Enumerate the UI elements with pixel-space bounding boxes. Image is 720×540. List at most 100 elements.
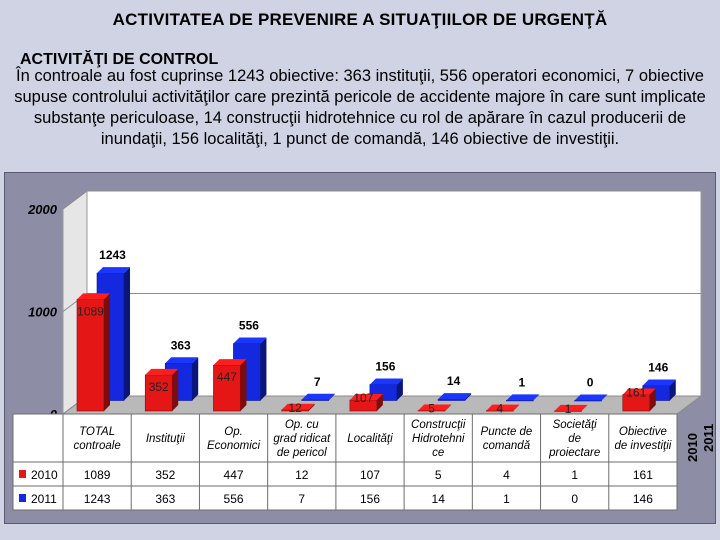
- data-label-2011: 146: [648, 361, 668, 375]
- table-cell-2010: 107: [360, 468, 380, 482]
- data-label-2010: 447: [217, 370, 237, 384]
- bar-2011: [506, 400, 534, 402]
- table-cell-2011: 1243: [84, 492, 111, 506]
- bar-2010-top: [145, 368, 179, 375]
- category-label: Puncte de: [481, 426, 533, 438]
- category-label: comandă: [483, 440, 530, 452]
- bar-2010-top: [486, 404, 520, 411]
- table-cell-2011: 156: [360, 492, 380, 506]
- category-label: de pericol: [277, 447, 327, 459]
- bar-2011-top: [438, 393, 472, 400]
- data-label-2010: 161: [626, 385, 646, 399]
- bar-2011-top: [165, 357, 199, 364]
- bar-2011-side: [396, 378, 403, 401]
- category-label: Economici: [207, 440, 260, 452]
- category-label: ce: [432, 447, 444, 459]
- bar-chart: 0100020001243108936335255644771215610714…: [12, 190, 716, 511]
- y-tick-label: 1000: [28, 305, 58, 320]
- bar-2011-top: [642, 379, 676, 386]
- table-cell-2011: 1: [503, 492, 510, 506]
- bar-2010-top: [77, 293, 110, 300]
- table-cell-2010: 4: [503, 468, 510, 482]
- category-label: Societăţi: [553, 419, 598, 431]
- bar-2010-side: [104, 293, 110, 411]
- table-cell-2010: 352: [155, 468, 175, 482]
- data-label-2011: 7: [314, 375, 321, 389]
- table-cell-2010: 12: [295, 468, 309, 482]
- table-cell-2010: 447: [224, 468, 244, 482]
- table-cell-2011: 14: [432, 492, 446, 506]
- category-label: Op. cu: [285, 419, 319, 431]
- page-title: ACTIVITATEA DE PREVENIRE A SITUAŢIILOR D…: [112, 10, 608, 29]
- data-label-2011: 156: [375, 360, 395, 374]
- bar-2010-side: [445, 404, 452, 411]
- bar-2010-top: [554, 404, 588, 411]
- category-label: de investiţii: [614, 440, 671, 452]
- data-label-2011: 0: [587, 376, 594, 390]
- table-cell-2011: 7: [298, 492, 305, 506]
- data-label-2011: 363: [171, 338, 191, 352]
- data-label-2010: 12: [288, 401, 302, 415]
- table-cell-2011: 363: [155, 492, 175, 506]
- bar-2011-side: [260, 337, 267, 401]
- category-label: grad ridicat: [273, 433, 331, 445]
- bar-2010-side: [240, 359, 247, 411]
- table-cell-2011: 556: [224, 492, 244, 506]
- table-cell-2010: 1089: [84, 468, 111, 482]
- bar-2010-top: [281, 403, 315, 410]
- gridline: [62, 190, 701, 210]
- table-cell-2010: 5: [435, 468, 442, 482]
- bar-2011: [437, 398, 466, 401]
- bar-2010-side: [513, 404, 520, 411]
- category-label: TOTAL: [79, 426, 115, 438]
- data-label-2010: 352: [149, 380, 169, 394]
- category-label: Obiective: [619, 426, 667, 438]
- depth-label-2011: 2011: [701, 424, 715, 452]
- table-cell-2011: 146: [633, 492, 653, 506]
- y-tick-label: 2000: [27, 202, 58, 217]
- bar-2011-side: [669, 379, 676, 401]
- bar-2011-top: [97, 267, 130, 274]
- table-cell-2010: 161: [633, 468, 653, 482]
- data-label-2010: 1089: [77, 304, 104, 318]
- bar-2010-top: [622, 388, 656, 395]
- category-label: Instituţii: [146, 433, 185, 445]
- bar-2011: [301, 399, 329, 401]
- bar-2010: [554, 410, 582, 412]
- bar-2010-top: [349, 394, 383, 401]
- category-label: controale: [73, 440, 120, 452]
- chart-frame: 0100020001243108936335255644771215610714…: [4, 172, 716, 524]
- legend-key-2011: [19, 494, 26, 502]
- bar-2010-top: [213, 359, 247, 366]
- bar-2010-side: [649, 388, 656, 411]
- bar-2011-top: [369, 378, 403, 385]
- data-label-2011: 1243: [99, 248, 126, 262]
- bar-2011: [574, 400, 602, 402]
- category-label: Localităţi: [347, 433, 393, 445]
- summary-paragraph: În controale au fost cuprinse 1243 obiec…: [14, 67, 706, 148]
- bar-2010-side: [308, 403, 315, 411]
- table-cell-2011: 0: [571, 492, 578, 506]
- bar-2010: [144, 374, 173, 412]
- category-label: proiectare: [548, 447, 600, 459]
- bar-2010-side: [172, 368, 179, 411]
- bar-2011-side: [124, 267, 130, 401]
- data-label-2010: 4: [496, 402, 503, 416]
- depth-label-2010: 2010: [685, 433, 700, 462]
- bar-2011-side: [533, 394, 540, 401]
- data-label-2011: 14: [447, 374, 461, 388]
- data-label-2010: 1: [565, 402, 572, 416]
- bar-2011-side: [465, 393, 472, 401]
- bar-2011-side: [328, 393, 335, 401]
- bar-2010-side: [581, 404, 588, 411]
- bar-2011-side: [192, 357, 199, 401]
- table-cell-2010: 1: [571, 468, 578, 482]
- bar-2011-top: [233, 337, 267, 344]
- data-label-2011: 556: [239, 319, 259, 333]
- legend-label-2011: 2011: [31, 492, 57, 506]
- bar-2011-top: [301, 393, 335, 400]
- category-label: Construcţii: [411, 419, 466, 431]
- category-label: Hidrotehni: [412, 433, 465, 445]
- legend-key-2010: [19, 470, 26, 478]
- data-label-2011: 1: [518, 375, 525, 389]
